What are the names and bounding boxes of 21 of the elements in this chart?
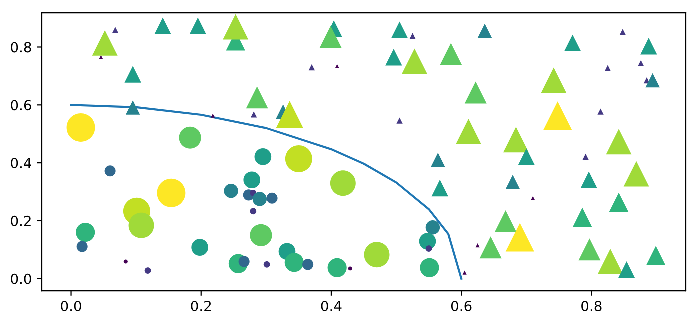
y-tick-label: 0.0 [11,274,32,284]
point [564,34,582,52]
y-tick-label: 0.4 [11,158,32,169]
x-tick-label: 0.8 [582,300,602,312]
x-tick-label: 0.2 [191,300,212,312]
x-tick-label: 0.4 [321,300,342,312]
point [386,49,402,66]
point [618,262,636,278]
point [190,18,206,34]
y-tick-label: 0.8 [11,42,32,53]
point [518,148,535,166]
x-tick-label: 0.0 [61,300,82,312]
point [580,172,598,189]
y-tick-label: 0.2 [11,216,31,226]
point [124,66,142,83]
y-tick-label: 0.6 [11,100,32,111]
point [391,22,408,39]
point [154,18,172,34]
point [640,38,658,55]
point [432,180,448,197]
x-tick-label: 0.6 [451,300,472,312]
